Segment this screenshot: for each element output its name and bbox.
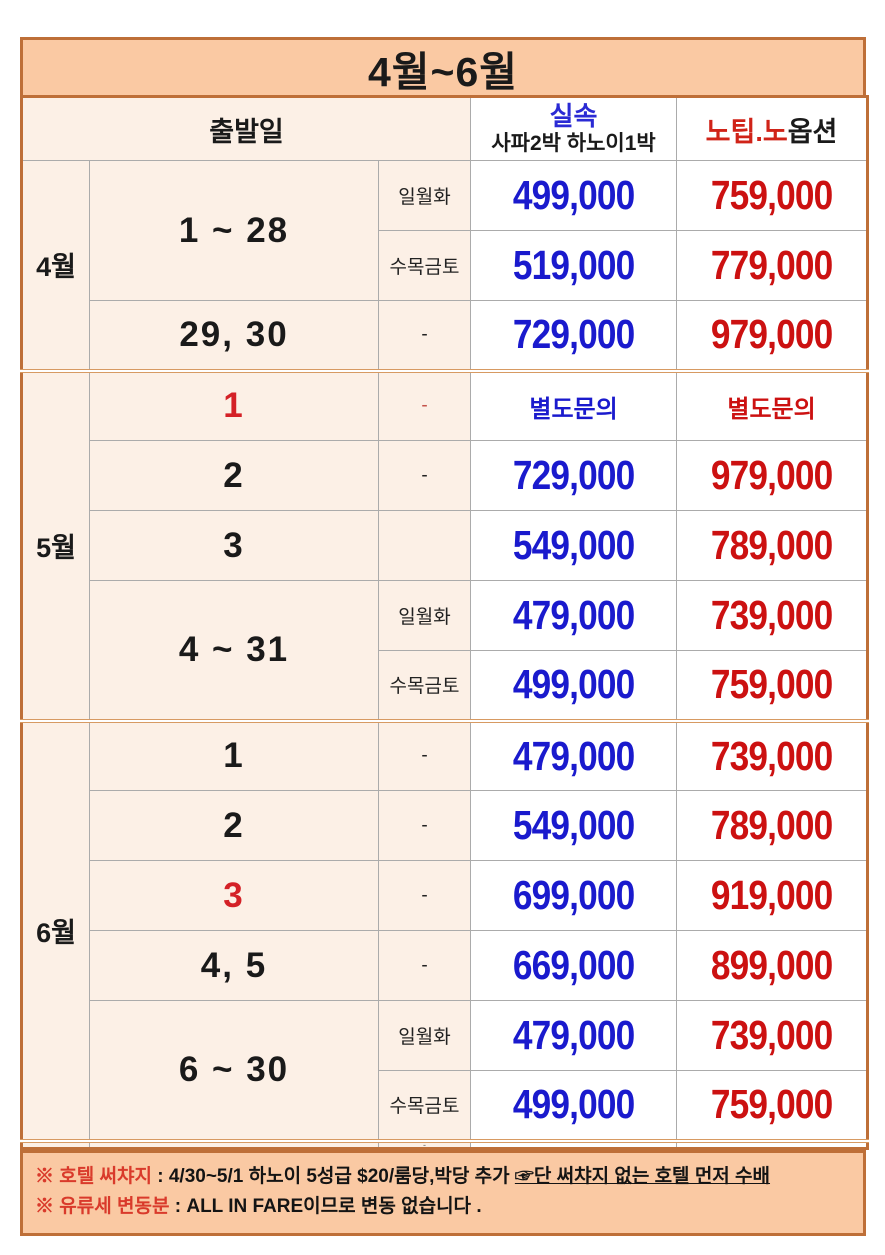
table-row: 29, 30 - 729,000 979,000 [22, 300, 869, 371]
notip-price-cell: 759,000 [676, 160, 869, 231]
value-header-cell: 실속 사파2박 하노이1박 [470, 96, 678, 161]
value-price-cell: 549,000 [470, 790, 678, 861]
dow-cell: - [377, 368, 472, 441]
notip-header-red: 노팁.노 [705, 116, 788, 147]
note-text: ALL IN FARE이므로 변동 없습니다 . [186, 1196, 482, 1218]
date-cell: 3 [89, 860, 379, 931]
price-table: 출발일 실속 사파2박 하노이1박 노팁.노옵션 4월 1 ~ 28 일월화 4… [20, 95, 870, 1150]
notip-price-cell: 779,000 [676, 230, 869, 301]
notip-price-cell: 739,000 [676, 1000, 869, 1071]
footer-notes: ※ 호텔 써챠지 : 4/30~5/1 하노이 5성급 $20/룸당,박당 추가… [20, 1149, 866, 1237]
date-cell: 4, 5 [89, 930, 379, 1001]
note-heading: ※ 유류세 변동분 [35, 1196, 170, 1218]
value-price-cell: 729,000 [470, 440, 678, 511]
notip-price-cell: 759,000 [676, 1070, 869, 1141]
notip-price-cell: 979,000 [676, 300, 869, 371]
value-price-cell: 699,000 [470, 860, 678, 931]
price-sheet: 4월~6월 출발일 실속 사파2박 하노이1박 노팁.노옵션 4월 1 ~ 28… [20, 37, 870, 1237]
month-cell: 4월 [21, 160, 90, 371]
notip-price-cell [676, 1138, 869, 1149]
value-price-cell: 499,000 [470, 650, 678, 721]
table-row: 3 - 699,000 919,000 [22, 860, 869, 931]
dow-cell: - [377, 860, 472, 931]
date-cell: 1 [89, 368, 379, 441]
table-row: 2 - 549,000 789,000 [22, 790, 869, 861]
value-price-cell: 479,000 [470, 718, 678, 791]
notip-price-cell: 979,000 [676, 440, 869, 511]
value-price-cell: 499,000 [470, 160, 678, 231]
notip-header-cell: 노팁.노옵션 [676, 96, 869, 161]
date-cell: 4 ~ 31 [89, 580, 379, 721]
value-price-cell: 별도문의 [470, 368, 678, 441]
table-row: 4월 1 ~ 28 일월화 499,000 759,000 [21, 160, 869, 371]
table-row: 수목금토 499,000 759,000 [22, 1070, 869, 1141]
table-row: 수목금토 499,000 759,000 [22, 650, 869, 721]
dow-cell: 수목금토 [377, 1070, 472, 1141]
value-header-label: 실속 [549, 100, 598, 131]
dow-cell: - [377, 790, 472, 861]
value-header-sublabel: 사파2박 하노이1박 [491, 131, 656, 155]
table-row: 5월 1 - 별도문의 별도문의 [21, 368, 869, 721]
date-cell: 3 [89, 510, 379, 581]
value-price-cell: 499,000 [470, 1070, 678, 1141]
date-cell: 1 [89, 718, 379, 791]
dow-cell: 수목금토 [377, 230, 472, 301]
date-cell [89, 1138, 379, 1149]
value-price-cell: 669,000 [470, 930, 678, 1001]
table-row: 수목금토 519,000 779,000 [22, 230, 869, 301]
page-title: 4월~6월 [20, 37, 866, 95]
date-cell: 29, 30 [89, 300, 379, 371]
date-cell: 6 ~ 30 [89, 1000, 379, 1141]
dow-cell [377, 510, 472, 581]
table-row: 2 - 729,000 979,000 [22, 440, 869, 511]
date-cell: 2 [89, 440, 379, 511]
dow-cell: 일월화 [377, 1000, 472, 1071]
table-row: 6 ~ 30 일월화 479,000 739,000 [22, 1000, 869, 1141]
dow-cell: 일월화 [377, 160, 472, 231]
notip-header-black: 옵션 [787, 116, 838, 147]
value-price-cell: 479,000 [470, 580, 678, 651]
dow-cell: - [377, 930, 472, 1001]
value-price-cell: 519,000 [470, 230, 678, 301]
month-cell: 5월 [21, 368, 90, 721]
dow-cell: - [377, 1138, 472, 1149]
notip-price-cell: 919,000 [676, 860, 869, 931]
table-row: 3 549,000 789,000 [22, 510, 869, 581]
table-row: 6월 1 - 479,000 739,000 [21, 718, 869, 1141]
notip-price-cell: 789,000 [676, 510, 869, 581]
note-hotel-surcharge: ※ 호텔 써챠지 : 4/30~5/1 하노이 5성급 $20/룸당,박당 추가… [35, 1165, 771, 1187]
dow-cell: - [377, 718, 472, 791]
table-row: 4 ~ 31 일월화 479,000 739,000 [22, 580, 869, 721]
note-heading: ※ 호텔 써챠지 [35, 1165, 152, 1187]
departure-header-cell: 출발일 [20, 96, 472, 161]
note-underlined-text: ☞단 써챠지 없는 호텔 먼저 수배 [514, 1165, 771, 1187]
value-price-cell: 479,000 [470, 1000, 678, 1071]
notip-price-cell: 739,000 [676, 718, 869, 791]
value-price-cell: 729,000 [470, 300, 678, 371]
notip-price-cell: 759,000 [676, 650, 869, 721]
dow-cell: 일월화 [377, 580, 472, 651]
dow-cell: 수목금토 [377, 650, 472, 721]
notip-price-cell: 899,000 [676, 930, 869, 1001]
date-cell: 1 ~ 28 [89, 160, 379, 301]
dow-cell: - [377, 300, 472, 371]
month-cell [21, 1138, 90, 1149]
dow-cell: - [377, 440, 472, 511]
value-price-cell: 549,000 [470, 510, 678, 581]
table-header-row: 출발일 실속 사파2박 하노이1박 노팁.노옵션 [20, 96, 869, 161]
note-fuel-tax: ※ 유류세 변동분 : ALL IN FARE이므로 변동 없습니다 . [35, 1196, 482, 1218]
notip-price-cell: 별도문의 [676, 368, 869, 441]
date-cell: 2 [89, 790, 379, 861]
notip-price-cell: 739,000 [676, 580, 869, 651]
clipped-row: - [21, 1138, 869, 1149]
note-text: 4/30~5/1 하노이 5성급 $20/룸당,박당 추가 [168, 1165, 515, 1187]
month-cell: 6월 [21, 718, 90, 1141]
notip-price-cell: 789,000 [676, 790, 869, 861]
table-row: 4, 5 - 669,000 899,000 [22, 930, 869, 1001]
value-price-cell [470, 1138, 678, 1149]
